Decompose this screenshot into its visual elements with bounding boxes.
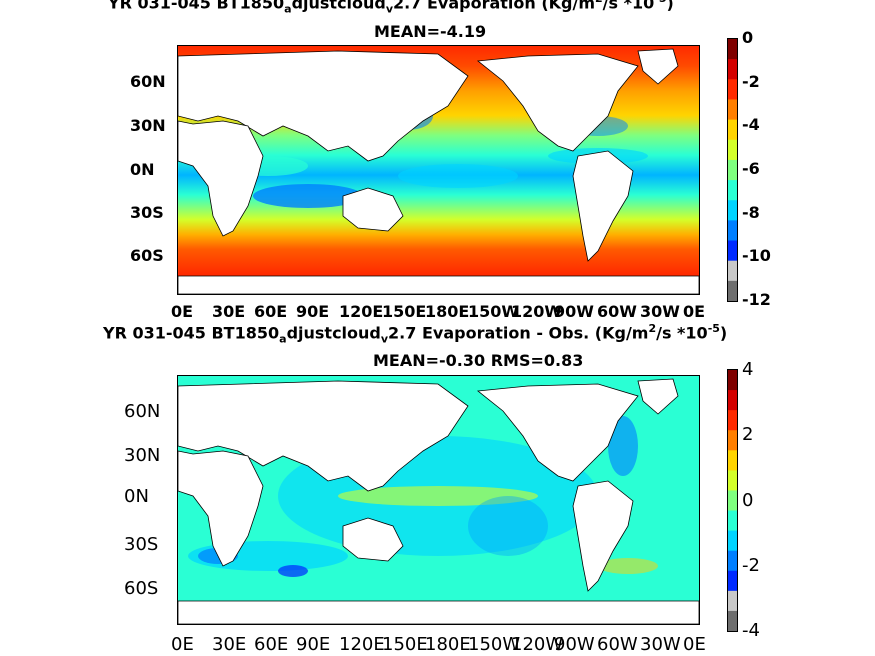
lon-label: 150W: [468, 302, 520, 321]
map2-title: YR 031-045 BT1850adjustcloudv2.7 Evapora…: [103, 322, 728, 346]
colorbar-tick-label: 2: [742, 424, 754, 446]
lat-label: 30N: [130, 116, 166, 135]
colorbar-tick-label: -8: [742, 202, 760, 222]
lon-label: 30E: [212, 634, 247, 655]
lon-label: 120E: [339, 634, 385, 655]
colorbar-tick-label: -4: [742, 620, 760, 641]
lon-label: 180E: [425, 302, 470, 321]
colorbar-segment: [728, 260, 737, 282]
lat-label: 60N: [124, 401, 161, 422]
colorbar-segment: [728, 490, 737, 512]
lon-label: 60E: [254, 302, 288, 321]
colorbar-segment: [728, 240, 737, 262]
lat-label: 60N: [130, 72, 166, 91]
lat-label: 30S: [130, 203, 164, 222]
lon-label: 120W: [511, 634, 564, 655]
colorbar-segment: [728, 139, 737, 161]
colorbar-tick-label: -2: [742, 71, 760, 91]
map1-plot: [177, 45, 700, 295]
lon-label: 150E: [382, 634, 428, 655]
lon-label: 0E: [171, 634, 194, 655]
lat-label: 0N: [124, 486, 149, 507]
map1-title: YR 031-045 BT1850adjustcloudv2.7 Evapora…: [108, 0, 674, 16]
colorbar-segment: [728, 450, 737, 471]
colorbar-segment: [728, 370, 737, 391]
lat-label: 60S: [124, 578, 159, 599]
lon-label: 120E: [339, 302, 384, 321]
colorbar-segment: [728, 410, 737, 431]
colorbar-segment: [728, 99, 737, 121]
colorbar-segment: [728, 610, 737, 631]
lon-label: 90E: [296, 634, 331, 655]
colorbar-segment: [728, 79, 737, 100]
colorbar-segment: [728, 590, 737, 612]
lat-label: 30S: [124, 534, 159, 555]
lon-label: 90W: [554, 302, 594, 321]
colorbar-tick-label: 0: [742, 28, 754, 47]
colorbar-segment: [728, 530, 737, 552]
colorbar-segment: [728, 570, 737, 592]
colorbar-segment: [728, 39, 737, 60]
lon-label: 90W: [554, 634, 595, 655]
lon-label: 90E: [296, 302, 330, 321]
colorbar-tick-label: -12: [742, 290, 771, 309]
lat-label: 0N: [130, 160, 155, 179]
lon-label: 30W: [640, 302, 680, 321]
colorbar-segment: [728, 200, 737, 221]
colorbar-segment: [728, 220, 737, 242]
lon-label: 60E: [254, 634, 289, 655]
colorbar-segment: [728, 119, 737, 141]
colorbar-segment: [728, 180, 737, 201]
lon-label: 150W: [468, 634, 521, 655]
map2-colorbar: [727, 369, 738, 632]
lon-label: 60W: [597, 634, 638, 655]
colorbar-tick-label: -6: [742, 159, 760, 178]
colorbar-segment: [728, 510, 737, 532]
colorbar-tick-label: -10: [742, 246, 771, 266]
lon-label: 30W: [640, 634, 681, 655]
lat-label: 30N: [124, 445, 161, 466]
map1-stats: MEAN=-4.19: [374, 22, 487, 41]
colorbar-segment: [728, 470, 737, 491]
lon-label: 120W: [511, 302, 563, 321]
colorbar-tick-label: 0: [742, 489, 754, 511]
map2-plot: [177, 375, 700, 625]
lon-label: 180E: [425, 634, 471, 655]
lon-label: 150E: [382, 302, 427, 321]
map2-stats: MEAN=-0.30 RMS=0.83: [373, 351, 584, 370]
lon-label: 0E: [683, 634, 706, 655]
colorbar-segment: [728, 550, 737, 572]
colorbar-segment: [728, 59, 737, 80]
map1-colorbar: [727, 38, 738, 302]
colorbar-tick-label: -2: [742, 554, 760, 576]
lon-label: 0E: [171, 302, 194, 321]
colorbar-tick-label: 4: [742, 359, 754, 380]
colorbar-segment: [728, 280, 737, 301]
colorbar-segment: [728, 159, 737, 181]
lon-label: 0E: [683, 302, 706, 321]
lon-label: 30E: [212, 302, 246, 321]
colorbar-segment: [728, 390, 737, 411]
colorbar-segment: [728, 430, 737, 451]
lat-label: 60S: [130, 246, 164, 265]
colorbar-tick-label: -4: [742, 115, 760, 135]
lon-label: 60W: [597, 302, 637, 321]
